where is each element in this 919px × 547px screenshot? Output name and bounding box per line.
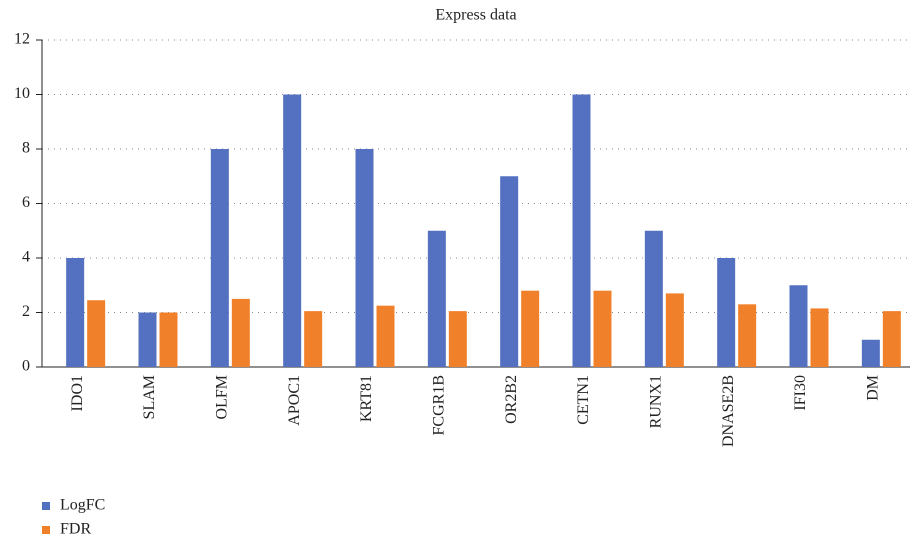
bar xyxy=(66,258,85,367)
y-tick-label: 4 xyxy=(22,249,30,266)
x-tick-label: CETN1 xyxy=(575,375,592,425)
x-tick-label: DNASE2B xyxy=(720,375,737,447)
x-tick-label: FCGR1B xyxy=(431,375,448,435)
bar xyxy=(810,308,829,367)
bar xyxy=(882,311,901,367)
x-tick-label: IDO1 xyxy=(69,375,86,411)
x-tick-label: IFI30 xyxy=(792,375,809,411)
bar xyxy=(159,312,178,367)
bar xyxy=(376,305,395,367)
bar xyxy=(283,94,302,367)
bar xyxy=(644,230,663,367)
bar xyxy=(231,298,250,367)
y-tick-label: 6 xyxy=(22,194,30,211)
bar xyxy=(210,149,229,367)
y-tick-label: 12 xyxy=(14,31,30,48)
x-tick-label: DM xyxy=(865,375,882,401)
x-tick-label: SLAM xyxy=(141,375,158,419)
bar xyxy=(355,149,374,367)
bar xyxy=(593,290,612,367)
y-tick-label: 8 xyxy=(22,140,30,157)
legend-label: FDR xyxy=(60,521,91,538)
bar xyxy=(861,339,880,367)
chart-title: Express data xyxy=(435,7,516,24)
bar xyxy=(521,290,540,367)
bar xyxy=(738,304,757,367)
legend-swatch xyxy=(42,502,50,510)
y-tick-label: 10 xyxy=(14,85,30,102)
bar xyxy=(87,300,106,367)
bar xyxy=(789,285,808,367)
y-tick-label: 2 xyxy=(22,303,30,320)
x-tick-label: OR2B2 xyxy=(503,375,520,424)
bar xyxy=(448,311,467,367)
bar xyxy=(304,311,323,367)
y-tick-label: 0 xyxy=(22,358,30,375)
bar xyxy=(665,293,684,367)
legend-swatch xyxy=(42,526,50,534)
bar xyxy=(717,258,736,367)
bar xyxy=(138,312,157,367)
bar xyxy=(427,230,446,367)
legend-label: LogFC xyxy=(60,497,105,514)
bar xyxy=(572,94,591,367)
x-tick-label: APOC1 xyxy=(286,375,303,426)
x-tick-label: OLFM xyxy=(214,375,231,419)
x-tick-label: KRT81 xyxy=(358,375,375,422)
bar xyxy=(500,176,519,367)
x-tick-label: RUNX1 xyxy=(648,375,665,428)
